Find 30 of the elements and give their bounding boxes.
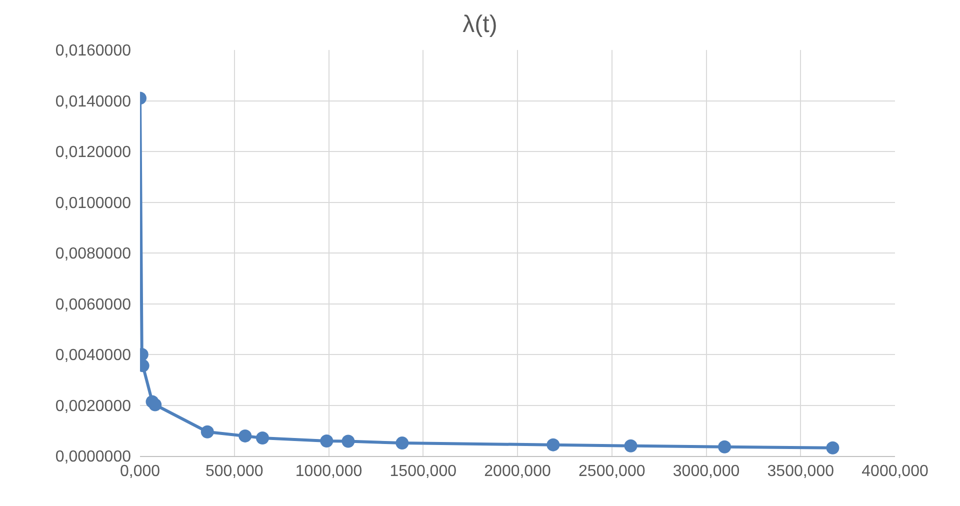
x-tick-label: 2500,000 <box>578 463 646 480</box>
y-tick-label: 0,0000000 <box>55 448 132 466</box>
x-tick-label: 3000,000 <box>672 463 740 480</box>
x-tick-label: 3500,000 <box>767 463 834 480</box>
point <box>342 434 355 448</box>
x-tick-label: 1000,000 <box>295 463 362 480</box>
x-tick-label: 0,000 <box>120 463 160 480</box>
point <box>148 398 162 412</box>
y-tick-label: 0,0160000 <box>55 42 132 60</box>
y-tick-label: 0,0040000 <box>55 347 132 364</box>
y-tick-label: 0,0020000 <box>55 398 132 415</box>
point <box>396 436 409 450</box>
x-tick-label: 2000,000 <box>484 463 551 480</box>
x-tick-label: 1500,000 <box>390 463 457 480</box>
point <box>200 425 214 438</box>
point <box>546 438 560 452</box>
x-tick-label: 4000,000 <box>862 463 928 480</box>
point <box>826 441 840 454</box>
point <box>718 440 732 454</box>
y-tick-label: 0,0140000 <box>55 93 132 110</box>
y-tick-label: 0,0120000 <box>55 144 132 162</box>
y-tick-label: 0,0100000 <box>55 194 132 212</box>
x-tick-label: 500,000 <box>205 463 264 480</box>
point <box>256 431 269 444</box>
point <box>238 429 252 442</box>
chart-title: λ(t) <box>462 10 498 38</box>
point <box>320 434 334 448</box>
y-tick-label: 0,0060000 <box>55 296 132 314</box>
point <box>624 439 638 452</box>
y-tick-label: 0,0080000 <box>55 246 132 263</box>
